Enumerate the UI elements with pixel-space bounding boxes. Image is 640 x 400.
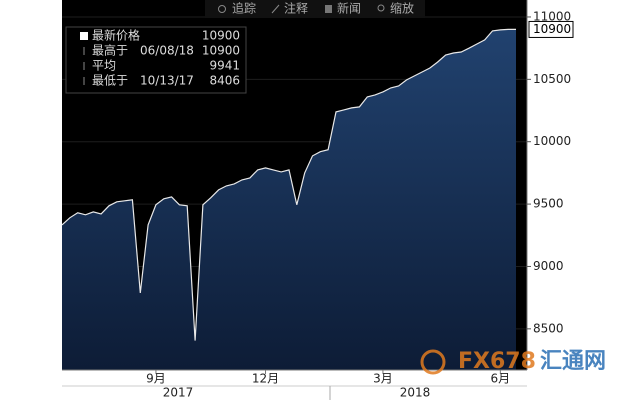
last-value-tag	[528, 20, 574, 38]
plot	[61, 28, 516, 371]
y-tick-label: 9500	[533, 197, 564, 211]
y-tick-label: 8500	[533, 321, 564, 335]
x-tick-label: 6月	[491, 372, 511, 386]
legend-date: 10/13/17	[140, 74, 194, 88]
area	[62, 29, 516, 371]
legend-value: 9941	[209, 59, 240, 73]
legend-swatch	[80, 32, 88, 40]
toolbar-button[interactable]: 追踪	[232, 1, 256, 16]
toolbar-bg	[205, 0, 425, 18]
last-value-label: 10900	[533, 22, 571, 36]
y-tick-label: 11000	[533, 9, 571, 23]
legend: 最新价格 10900 最高于 06/08/18 10900 平均 9941 最低于 10/13/…	[65, 26, 247, 94]
legend-box	[65, 26, 247, 94]
watermark: FX678 汇通网	[420, 349, 606, 375]
legend-value: 8406	[209, 74, 240, 88]
legend-label: 最高于	[92, 43, 128, 58]
x-tick-label: 9月	[146, 372, 166, 386]
line	[61, 28, 516, 341]
year-label: 2018	[400, 386, 431, 400]
icon	[218, 5, 226, 13]
y-tick-label: 9000	[533, 259, 564, 273]
toolbar-button[interactable]: 注释	[284, 1, 308, 16]
watermark-name: 汇通网	[540, 349, 606, 374]
legend-date: 06/08/18	[140, 44, 194, 58]
watermark-brand: FX678	[458, 349, 536, 374]
legend-label: 最低于	[92, 74, 128, 88]
toolbar-button[interactable]: 新闻	[337, 1, 361, 16]
toolbar-button[interactable]: 缩放	[390, 1, 414, 16]
icon	[377, 4, 385, 12]
toolbar: 追踪 注释 新闻 缩放	[205, 0, 425, 18]
legend-value: 10900	[202, 29, 240, 43]
icon	[325, 5, 332, 13]
y-tick-label: 10500	[533, 72, 571, 86]
legend-value: 10900	[202, 44, 240, 58]
year-label: 2017	[163, 386, 194, 400]
legend-label: 平均	[92, 59, 116, 73]
legend-label: 最新价格	[92, 28, 140, 43]
logo	[420, 349, 446, 375]
icon	[271, 4, 280, 14]
x-tick-label: 12月	[252, 372, 279, 386]
y-tick-label: 10000	[533, 134, 571, 148]
x-tick-label: 3月	[373, 372, 393, 386]
